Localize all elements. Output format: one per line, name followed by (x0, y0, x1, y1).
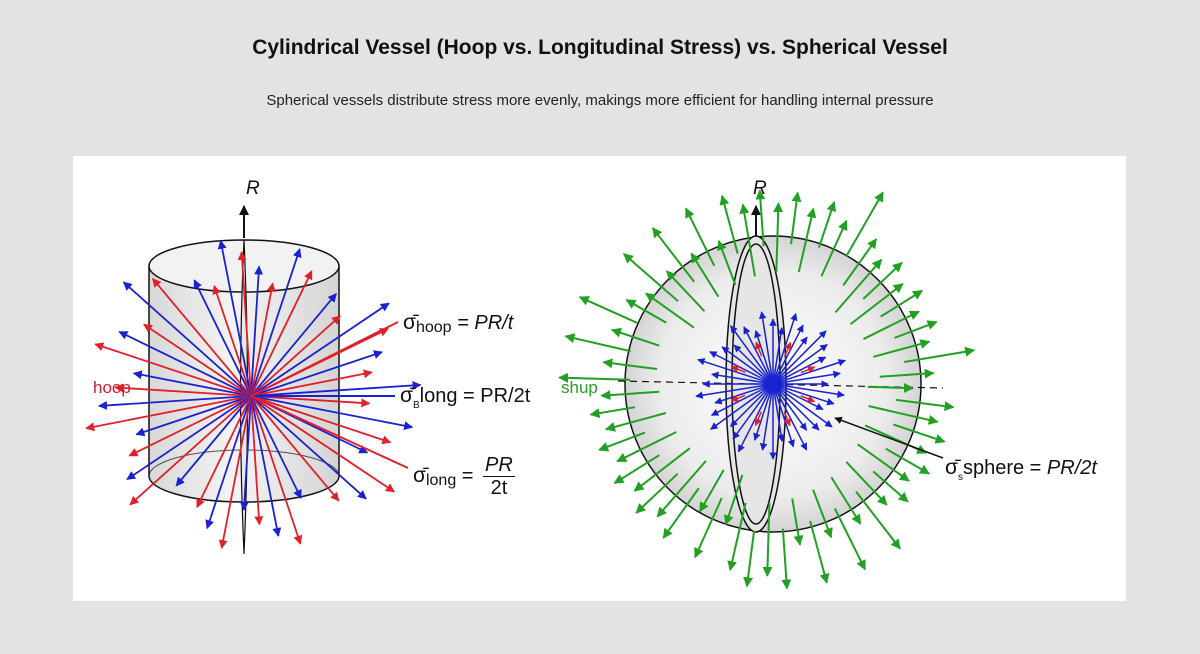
cylinder-axis-label: R (246, 178, 260, 199)
fraction-denominator: 2t (490, 477, 508, 499)
hoop-stress-equation: σ̄hoop = PR/t (403, 311, 513, 337)
sigma-symbol: σ̄ (413, 463, 426, 487)
diagram-title: Cylindrical Vessel (Hoop vs. Longitudina… (252, 36, 948, 59)
fraction: PR 2t (483, 454, 515, 499)
hoop-leader-line (250, 321, 399, 397)
sphere-stress-arrows (558, 189, 976, 590)
sigma-symbol: σ̄ (945, 456, 958, 479)
long-stress-equation-fraction: σ̄long = PR 2t (413, 454, 515, 499)
hoop-rhs: = PR/t (457, 312, 514, 334)
hoop-subscript: hoop (415, 319, 452, 336)
sphere-leader-arrow (834, 416, 944, 459)
figure-canvas (85, 189, 976, 590)
spherical-vessel (558, 189, 976, 590)
long-subscript: long (425, 471, 457, 489)
cylinder-stress-arrows (85, 239, 422, 550)
diagram-subtitle: Spherical vessels distribute stress more… (266, 92, 934, 109)
sigma-symbol: σ̄ (403, 311, 416, 334)
equals-sign: = (461, 464, 474, 487)
sphere-side-label: shup (561, 378, 598, 397)
hoop-side-label: hoop (93, 378, 131, 397)
cylinder-vessel (85, 205, 422, 555)
fraction-numerator: PR (483, 454, 515, 477)
sphere-axis-label: R (753, 178, 767, 199)
sphere-stress-equation: σ̄ssphere = PR/2t (945, 456, 1097, 483)
long-inline-text: long = PR/2t (419, 385, 531, 407)
long-subscript: B (412, 400, 420, 411)
sigma-symbol: σ̄ (400, 384, 413, 407)
long-fraction-leader-line (250, 395, 409, 469)
sphere-rhs: PR/2t (1046, 457, 1097, 479)
sphere-subscript: s (957, 472, 963, 483)
figure-panel: R hoop σ̄hoop = PR/t σ̄Blong = PR/2t σ̄l… (73, 156, 1126, 601)
long-stress-equation-inline: σ̄Blong = PR/2t (400, 384, 530, 411)
sphere-text: sphere = (962, 457, 1047, 479)
